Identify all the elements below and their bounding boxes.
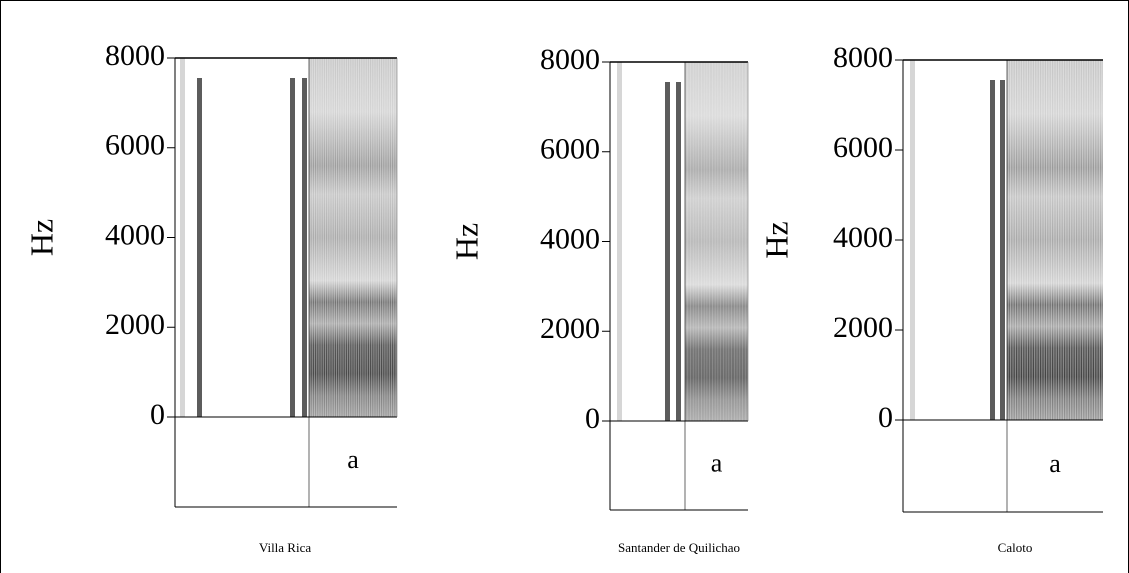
consonant-burst — [180, 58, 185, 417]
y-axis-label: Hz — [23, 219, 59, 256]
segment-label: a — [711, 448, 723, 477]
vowel-spectrum — [685, 62, 748, 421]
y-tick-label: 4000 — [105, 218, 165, 251]
consonant-burst — [302, 78, 307, 417]
panel-caption: Santander de Quilichao — [618, 540, 740, 555]
consonant-burst — [990, 80, 995, 420]
y-tick-label: 2000 — [540, 312, 600, 345]
y-tick-label: 8000 — [540, 43, 600, 76]
y-tick-label: 6000 — [833, 131, 893, 164]
y-tick-label: 2000 — [833, 311, 893, 344]
y-tick-label: 4000 — [540, 222, 600, 255]
consonant-burst — [676, 82, 681, 421]
y-tick-label: 0 — [150, 398, 165, 431]
y-axis-label: Hz — [448, 223, 484, 260]
consonant-burst — [290, 78, 295, 417]
y-tick-label: 4000 — [833, 221, 893, 254]
y-tick-label: 0 — [585, 402, 600, 435]
y-tick-label: 6000 — [105, 129, 165, 162]
y-tick-label: 8000 — [833, 41, 893, 74]
vowel-spectrum — [1007, 60, 1103, 420]
y-tick-label: 8000 — [105, 39, 165, 72]
y-axis-label: Hz — [758, 221, 794, 258]
vowel-spectrum — [309, 58, 397, 417]
segment-label: a — [347, 445, 359, 474]
segment-label: a — [1049, 449, 1061, 478]
consonant-burst — [665, 82, 670, 421]
consonant-burst — [1000, 80, 1005, 420]
y-tick-label: 2000 — [105, 308, 165, 341]
panel-caption: Villa Rica — [259, 540, 312, 555]
y-tick-label: 6000 — [540, 133, 600, 166]
y-tick-label: 0 — [878, 401, 893, 434]
consonant-burst — [910, 60, 915, 420]
consonant-burst — [197, 78, 202, 417]
consonant-burst — [617, 62, 622, 421]
panel-caption: Caloto — [998, 540, 1033, 555]
